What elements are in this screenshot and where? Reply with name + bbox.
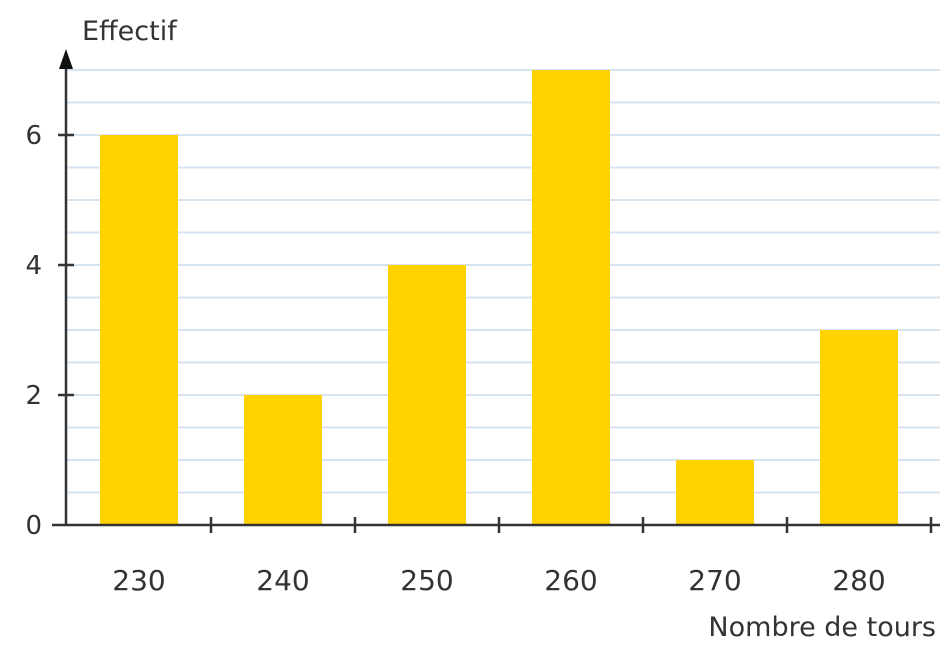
- y-tick-label: 6: [25, 121, 42, 151]
- x-tick-label: 240: [256, 564, 309, 597]
- x-tick-label: 230: [112, 564, 165, 597]
- axes: [52, 49, 940, 527]
- x-tick-label: 280: [832, 564, 885, 597]
- x-tick-label: 260: [544, 564, 597, 597]
- bar-230: [100, 135, 178, 525]
- ticks: [58, 133, 933, 533]
- bar-250: [388, 265, 466, 525]
- bars: [100, 70, 898, 525]
- y-tick-label: 2: [25, 381, 42, 411]
- grid-lines: [66, 69, 940, 494]
- bar-240: [244, 395, 322, 525]
- x-axis-label: Nombre de tours: [708, 612, 936, 643]
- y-tick-label: 4: [25, 251, 42, 281]
- y-tick-label: 0: [25, 511, 42, 541]
- bar-270: [676, 460, 754, 525]
- x-tick-label: 250: [400, 564, 453, 597]
- bar-260: [532, 70, 610, 525]
- y-axis-label: Effectif: [82, 16, 178, 47]
- bar-280: [820, 330, 898, 525]
- y-axis-arrow-icon: [59, 49, 73, 69]
- x-tick-label: 270: [688, 564, 741, 597]
- tick-labels: 0 2 4 6 230 240 250 260 270 280: [25, 121, 885, 597]
